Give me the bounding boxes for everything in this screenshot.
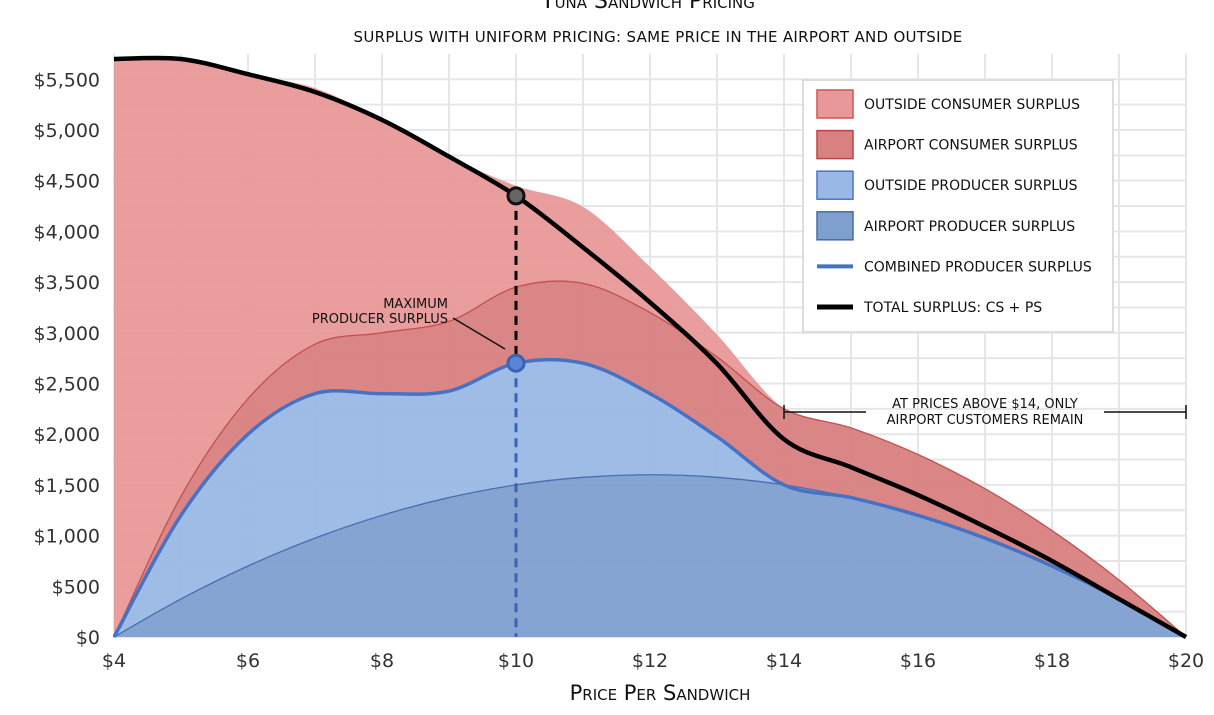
y-tick-label: $4,500 <box>34 171 100 193</box>
y-tick-label: $3,500 <box>34 272 100 294</box>
x-axis-label: Price Per Sandwich <box>570 681 751 705</box>
y-tick-label: $4,000 <box>34 221 100 243</box>
x-tick-label: $12 <box>632 650 668 672</box>
legend-label: Airport producer surplus <box>864 219 1075 235</box>
y-tick-label: $3,000 <box>34 323 100 345</box>
airport-consumer-boundary <box>113 280 1187 638</box>
total-surplus-point <box>506 186 526 206</box>
outside-consumer-surplus-area <box>114 56 1186 637</box>
airport-consumer-surplus-area <box>114 281 1186 637</box>
legend-label: Total surplus: CS + PS <box>863 300 1042 316</box>
range-annotation-text: At prices above $14, only <box>892 397 1078 412</box>
combined-producer-surplus-line <box>112 357 1187 639</box>
legend-label: Outside consumer surplus <box>864 97 1080 113</box>
x-tick-label: $8 <box>370 650 394 672</box>
legend-label: Outside producer surplus <box>864 178 1078 194</box>
max-surplus-annotation-text: Producer Surplus <box>312 312 448 327</box>
max-producer-surplus-point <box>506 353 526 373</box>
legend-swatch <box>816 89 854 119</box>
chart-subtitle: Surplus with uniform pricing: same price… <box>354 28 963 46</box>
x-tick-label: $4 <box>102 650 126 672</box>
y-tick-label: $2,000 <box>34 424 100 446</box>
chart-title: Tuna Sandwich Pricing <box>540 0 755 14</box>
y-tick-label: $1,000 <box>34 526 100 548</box>
x-tick-label: $10 <box>498 650 534 672</box>
x-tick-label: $6 <box>236 650 260 672</box>
y-tick-label: $2,500 <box>34 373 100 395</box>
axes: $0 $500 $1,000 $1,500 $2,000 $2,500 $3,000 $3,5… <box>34 69 1205 672</box>
legend-label: Combined producer surplus <box>864 259 1092 275</box>
x-tick-label: $14 <box>766 650 802 672</box>
total-surplus-line <box>113 55 1188 639</box>
x-tick-label: $18 <box>1034 650 1070 672</box>
legend: Outside consumer surplus Airport consumer… <box>802 79 1114 333</box>
legend-box <box>802 79 1114 333</box>
legend-swatch <box>816 170 854 200</box>
x-tick-label: $16 <box>900 650 936 672</box>
max-surplus-annotation-leader <box>452 317 506 350</box>
y-tick-label: $5,500 <box>34 69 100 91</box>
x-tick-label: $20 <box>1168 650 1204 672</box>
y-tick-label: $500 <box>52 576 100 598</box>
max-surplus-annotation-text: Maximum <box>383 297 448 312</box>
range-annotation-text: Airport customers remain <box>887 413 1084 428</box>
annotations: MaximumProducer Surplus At prices above $… <box>312 186 1187 637</box>
legend-swatch <box>816 211 854 241</box>
legend-swatch <box>816 129 854 160</box>
surplus-lines <box>112 55 1188 639</box>
outside-producer-surplus-area <box>114 359 1186 637</box>
y-tick-label: $5,000 <box>34 120 100 142</box>
y-tick-label: $1,500 <box>34 475 100 497</box>
legend-label: Airport consumer surplus <box>864 138 1078 154</box>
y-tick-label: $0 <box>76 627 100 649</box>
